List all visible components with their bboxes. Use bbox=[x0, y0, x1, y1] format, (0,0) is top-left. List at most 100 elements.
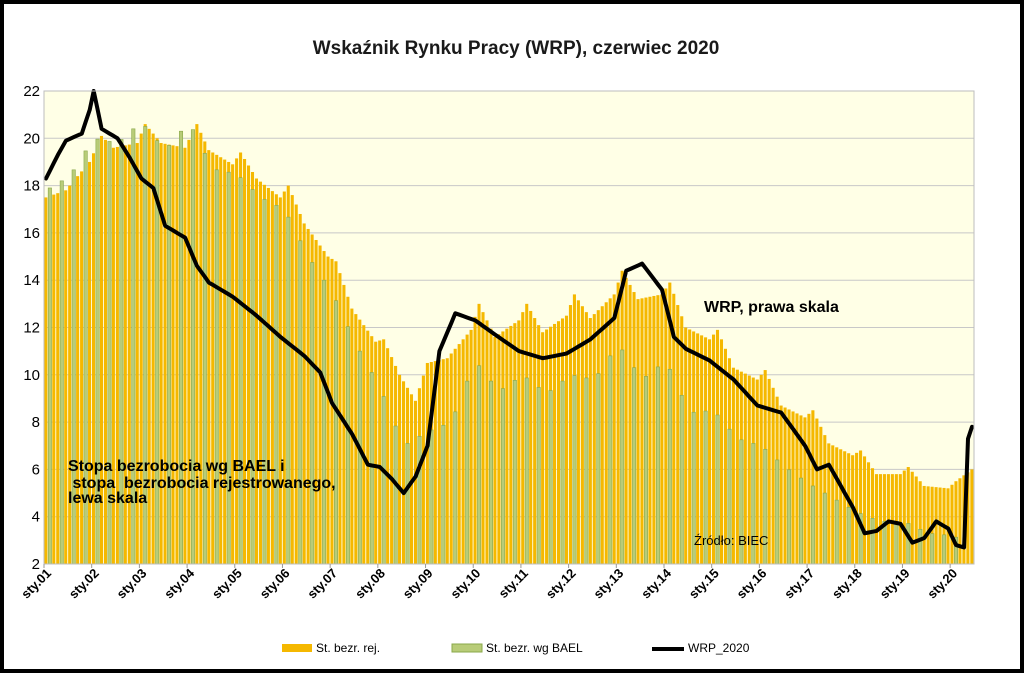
bar-registered bbox=[243, 158, 247, 564]
bar-registered bbox=[855, 452, 859, 564]
bar-registered bbox=[863, 456, 867, 564]
bar-bael bbox=[47, 187, 52, 565]
bar-registered bbox=[604, 302, 608, 564]
bar-registered bbox=[175, 146, 179, 564]
bar-registered bbox=[767, 378, 771, 564]
bar-registered bbox=[759, 374, 763, 564]
bar-registered bbox=[330, 258, 334, 564]
legend-label-registered: St. bezr. rej. bbox=[316, 641, 380, 655]
bar-bael bbox=[596, 373, 601, 565]
bar-registered bbox=[461, 339, 465, 564]
bar-registered bbox=[521, 312, 525, 564]
bar-registered bbox=[918, 481, 922, 564]
bar-bael bbox=[417, 435, 422, 565]
bar-bael bbox=[632, 367, 637, 565]
bar-registered bbox=[783, 407, 787, 564]
bar-registered bbox=[413, 400, 417, 564]
x-tick-label: sty.17 bbox=[781, 566, 817, 602]
bar-registered bbox=[966, 472, 970, 564]
bar-registered bbox=[580, 306, 584, 564]
y-axis-ticks: 2 4 6 8 10 12 14 16 18 20 22 bbox=[23, 83, 40, 573]
bar-registered bbox=[493, 336, 497, 564]
bar-bael bbox=[775, 459, 780, 565]
bar-bael bbox=[405, 443, 410, 565]
bar-registered bbox=[235, 158, 239, 564]
x-tick-label: sty.08 bbox=[352, 566, 388, 602]
bar-registered bbox=[755, 379, 759, 564]
bar-bael bbox=[369, 372, 374, 565]
legend-swatch-registered bbox=[282, 644, 312, 652]
bar-bael bbox=[429, 429, 434, 565]
bar-bael bbox=[190, 129, 195, 565]
bar-registered bbox=[254, 178, 259, 564]
bar-registered bbox=[207, 150, 211, 564]
y-tick-label: 10 bbox=[23, 367, 40, 384]
bar-registered bbox=[859, 450, 863, 564]
bar-registered bbox=[576, 300, 580, 564]
x-tick-label: sty.18 bbox=[829, 566, 865, 602]
bar-registered bbox=[171, 145, 175, 564]
bar-registered bbox=[326, 256, 330, 564]
bar-bael bbox=[262, 199, 267, 565]
bar-registered bbox=[676, 305, 680, 564]
bar-bael bbox=[679, 394, 684, 565]
x-tick-label: sty.06 bbox=[257, 566, 293, 602]
bar-bael bbox=[524, 377, 529, 565]
bar-registered bbox=[421, 375, 425, 564]
bar-registered bbox=[509, 325, 513, 564]
bar-registered bbox=[258, 181, 262, 565]
bar-registered bbox=[556, 321, 561, 564]
bar-registered bbox=[246, 165, 251, 564]
bar-bael bbox=[345, 326, 350, 565]
bar-registered bbox=[914, 476, 918, 564]
bar-registered bbox=[374, 341, 378, 564]
bar-registered bbox=[866, 462, 871, 564]
bar-registered bbox=[68, 185, 72, 564]
bar-bael bbox=[942, 534, 947, 565]
x-tick-label: sty.14 bbox=[638, 565, 675, 602]
unemployment-annotation-line-2: stopa bezrobocia rejestrowanego, bbox=[68, 475, 336, 492]
bar-bael bbox=[787, 469, 792, 565]
bar-bael bbox=[59, 180, 64, 565]
bar-bael bbox=[238, 177, 243, 565]
bar-bael bbox=[512, 380, 517, 565]
bar-bael bbox=[381, 396, 386, 565]
bar-registered bbox=[735, 369, 739, 564]
bar-bael bbox=[477, 365, 482, 565]
y-tick-label: 2 bbox=[32, 556, 40, 573]
bar-registered bbox=[612, 294, 616, 564]
bar-registered bbox=[711, 334, 716, 564]
bar-bael bbox=[393, 425, 398, 565]
bar-registered bbox=[890, 474, 894, 564]
bar-registered bbox=[56, 193, 60, 564]
bar-registered bbox=[159, 143, 163, 564]
x-tick-label: sty.03 bbox=[114, 566, 150, 602]
bar-bael bbox=[906, 523, 911, 565]
bar-bael bbox=[334, 300, 339, 565]
bar-registered bbox=[306, 228, 310, 565]
bar-registered bbox=[529, 310, 533, 564]
bar-bael bbox=[274, 205, 279, 565]
bar-bael bbox=[572, 375, 577, 565]
bar-registered bbox=[878, 474, 882, 564]
y-tick-label: 22 bbox=[23, 83, 40, 100]
legend-label-bael: St. bezr. wg BAEL bbox=[486, 641, 583, 655]
x-tick-label: sty.04 bbox=[161, 565, 198, 602]
bar-registered bbox=[449, 353, 453, 564]
bar-registered bbox=[819, 426, 823, 564]
bar-registered bbox=[437, 360, 441, 564]
bar-registered bbox=[314, 239, 318, 564]
bar-bael bbox=[322, 279, 327, 565]
bar-registered bbox=[934, 487, 938, 564]
bar-registered bbox=[545, 329, 549, 564]
bar-bael bbox=[930, 533, 935, 565]
bar-bael bbox=[810, 485, 815, 565]
x-tick-label: sty.13 bbox=[590, 566, 626, 602]
legend-label-wrp: WRP_2020 bbox=[688, 641, 750, 655]
bar-registered bbox=[926, 486, 930, 564]
bar-registered bbox=[123, 145, 127, 564]
bar-bael bbox=[489, 380, 494, 565]
x-tick-label: sty.05 bbox=[209, 566, 245, 602]
